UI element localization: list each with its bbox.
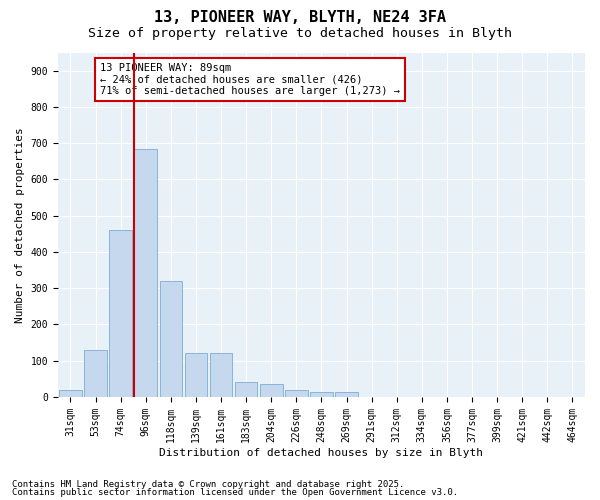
Bar <box>210 354 232 397</box>
Bar <box>109 230 132 397</box>
Text: 13, PIONEER WAY, BLYTH, NE24 3FA: 13, PIONEER WAY, BLYTH, NE24 3FA <box>154 10 446 25</box>
Text: 13 PIONEER WAY: 89sqm
← 24% of detached houses are smaller (426)
71% of semi-det: 13 PIONEER WAY: 89sqm ← 24% of detached … <box>100 63 400 96</box>
Bar <box>59 390 82 397</box>
Bar <box>160 281 182 397</box>
Bar <box>134 148 157 397</box>
Bar <box>84 350 107 397</box>
Text: Contains HM Land Registry data © Crown copyright and database right 2025.: Contains HM Land Registry data © Crown c… <box>12 480 404 489</box>
Bar <box>285 390 308 397</box>
Bar <box>235 382 257 397</box>
Bar <box>335 392 358 397</box>
Y-axis label: Number of detached properties: Number of detached properties <box>15 127 25 322</box>
Text: Contains public sector information licensed under the Open Government Licence v3: Contains public sector information licen… <box>12 488 458 497</box>
Bar <box>260 384 283 397</box>
Text: Size of property relative to detached houses in Blyth: Size of property relative to detached ho… <box>88 28 512 40</box>
Bar <box>185 354 207 397</box>
Bar <box>310 392 333 397</box>
X-axis label: Distribution of detached houses by size in Blyth: Distribution of detached houses by size … <box>160 448 484 458</box>
